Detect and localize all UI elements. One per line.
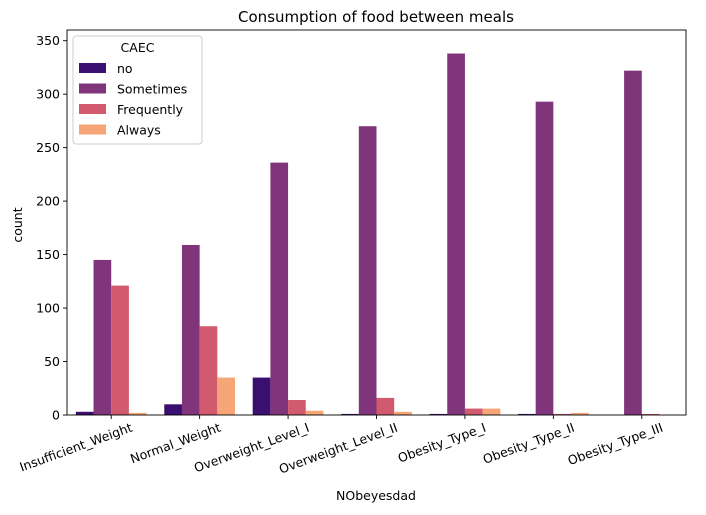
y-axis-label: count <box>10 207 25 242</box>
y-tick-label: 150 <box>36 247 60 262</box>
bar-always-insufficient-weight <box>128 412 147 415</box>
x-tick-label: Insufficient_Weight <box>17 420 134 475</box>
bar-sometimes-normal-weight <box>181 244 200 415</box>
legend-label-sometimes: Sometimes <box>117 82 187 97</box>
chart-title: Consumption of food between meals <box>238 8 514 26</box>
bar-sometimes-obesity-type-iii <box>624 70 642 415</box>
y-tick-label: 50 <box>44 354 60 369</box>
x-tick-label: Obesity_Type_III <box>566 420 665 468</box>
bar-sometimes-overweight-level-i <box>270 162 289 415</box>
bar-no-insufficient-weight <box>75 411 94 415</box>
legend-swatch-always <box>79 124 106 135</box>
bar-sometimes-obesity-type-ii <box>535 101 554 416</box>
y-tick-label: 100 <box>36 301 60 316</box>
bar-always-obesity-type-i <box>482 408 501 415</box>
y-tick-label: 300 <box>36 87 60 102</box>
bar-no-normal-weight <box>164 404 182 415</box>
y-tick-label: 0 <box>52 408 60 423</box>
bar-always-overweight-level-i <box>305 410 324 415</box>
legend: CAEC no Sometimes Frequently Always <box>72 35 203 145</box>
bar-no-overweight-level-i <box>252 377 271 415</box>
y-tick-label: 200 <box>36 194 60 209</box>
bar-sometimes-overweight-level-ii <box>358 126 377 415</box>
legend-label-no: no <box>117 61 133 76</box>
bar-frequently-overweight-level-i <box>288 400 306 415</box>
bar-no-obesity-type-ii <box>517 413 536 415</box>
bar-frequently-obesity-type-iii <box>641 413 660 415</box>
bar-frequently-overweight-level-ii <box>376 397 395 415</box>
bar-always-obesity-type-ii <box>571 412 589 415</box>
legend-label-frequently: Frequently <box>117 102 184 117</box>
bar-sometimes-insufficient-weight <box>93 259 112 415</box>
y-tick-label: 250 <box>36 140 60 155</box>
x-axis-label: NObeyesdad <box>336 488 416 503</box>
bar-frequently-normal-weight <box>199 326 218 415</box>
legend-label-always: Always <box>117 123 161 138</box>
bar-frequently-insufficient-weight <box>111 285 129 415</box>
y-tick-label: 350 <box>36 33 60 48</box>
bar-frequently-obesity-type-i <box>464 408 483 415</box>
bar-no-obesity-type-i <box>429 413 448 415</box>
bar-sometimes-obesity-type-i <box>447 53 465 415</box>
legend-swatch-sometimes <box>79 83 106 94</box>
plot-area: 0 50 100 150 200 250 300 350 Insufficient_Weight… <box>17 29 687 477</box>
bar-frequently-obesity-type-ii <box>553 413 572 415</box>
legend-swatch-no <box>79 63 106 73</box>
x-tick-label: Obesity_Type_I <box>396 420 488 466</box>
bar-always-normal-weight <box>217 377 236 415</box>
legend-swatch-frequently <box>79 104 106 114</box>
bar-always-overweight-level-ii <box>394 411 412 415</box>
legend-title: CAEC <box>121 40 155 55</box>
bar-no-overweight-level-ii <box>341 413 359 415</box>
x-tick-label: Obesity_Type_II <box>481 420 577 467</box>
